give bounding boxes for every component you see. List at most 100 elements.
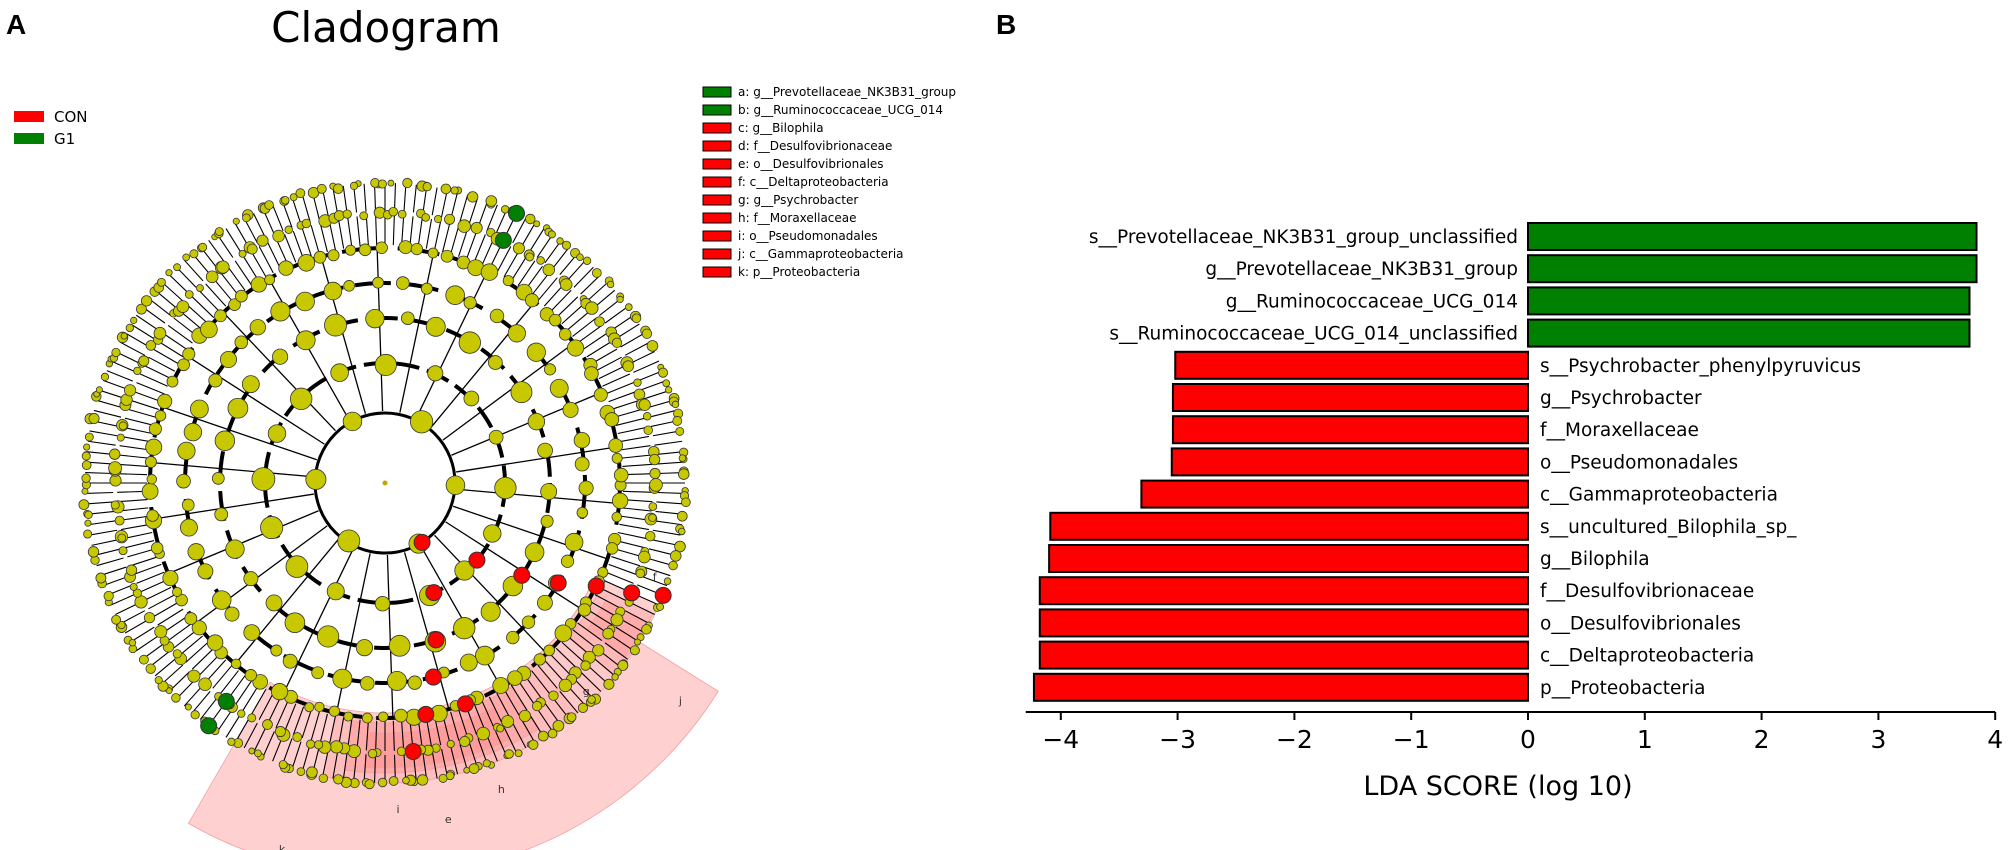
tree-node [272,348,289,365]
tree-node [547,728,558,739]
tree-node [329,740,344,754]
tree-node [631,313,642,324]
legend-label-g1: G1 [54,130,75,148]
tree-branch [373,183,377,212]
tree-node [306,766,318,779]
tree-node [227,397,249,419]
tree-node [342,411,363,432]
tree-node [184,703,192,711]
tree-node [345,244,356,256]
tree-branch [566,310,591,331]
tree-branch [412,184,417,213]
tree-node [401,311,415,325]
tree-branch [365,720,369,751]
tree-node [205,270,219,284]
taxa-legend-swatch-i [702,230,732,242]
con-biomarker-node [623,584,641,602]
tree-branch [594,356,622,372]
tree-branch [132,390,162,403]
tree-branch [301,709,312,739]
tree-branch [577,325,603,344]
tree-branch [129,556,159,567]
tree-node [78,499,90,510]
tree-node [584,366,599,381]
tree-branch [332,187,339,216]
tree-branch [191,296,215,319]
tree-node [316,183,327,194]
tree-node [641,624,652,635]
tree-node [525,252,535,262]
tree-node [658,367,669,378]
tree-node [646,340,659,352]
tree-node [138,355,150,367]
tree-node [349,181,359,190]
tree-node [282,653,298,669]
tree-branch [363,754,367,783]
tree-node [480,601,501,622]
tree-node [211,590,232,610]
tree-node [145,340,157,351]
taxa-legend-entry-k: k: p__Proteobacteria [738,265,860,279]
taxa-legend-entry-d: d: f__Desulfovibrionaceae [738,139,892,153]
tree-node [289,193,298,202]
tree-node [468,763,480,774]
tree-node [576,506,589,519]
tree-branch [577,622,603,641]
tree-branch [135,314,160,332]
tree-branch [624,610,651,625]
tree-node [643,425,653,435]
tree-branch [503,250,520,278]
tree-node [454,560,475,581]
tree-node [450,186,459,195]
tree-branch [611,556,641,567]
tree-node [238,249,247,258]
tree-branch [328,220,337,251]
tree-branch [119,341,146,356]
tree-node [604,412,620,427]
lda-bar-label: p__Proteobacteria [1540,678,1706,699]
tree-node [216,260,230,274]
tree-node [375,241,388,254]
tree-node [549,378,569,398]
tree-node [214,227,224,236]
tree-node [176,300,190,313]
tree-node [527,412,546,431]
tree-branch [135,634,160,652]
lda-bar-label: f__Moraxellaceae [1540,420,1699,441]
tree-node [184,612,198,625]
tree-node [183,422,203,442]
tree-node [396,276,410,290]
tree-node [645,531,656,542]
tree-node [594,316,605,327]
tree-node [402,177,413,189]
tree-node [494,476,517,500]
tree-branch [216,233,234,258]
tree-branch [512,722,527,749]
tree-branch [536,233,554,258]
tree-node [648,502,658,511]
tree-node [501,715,514,728]
legend-label-con: CON [54,108,88,126]
tree-node [182,347,196,361]
tree-branch [640,379,668,391]
tree-node [678,527,686,536]
tree-node [506,630,520,645]
tree-node [453,617,476,640]
tree-branch [536,708,554,733]
tree-node [224,606,240,622]
tree-branch [486,734,498,762]
tree-node [681,497,691,508]
tree-node [633,638,641,646]
taxa-legend-swatch-j [702,248,732,260]
tree-node [251,467,276,492]
tree-branch [431,750,438,779]
tree-branch [139,373,168,387]
taxa-legend-entry-j: j: c__Gammaproteobacteria [737,247,904,261]
tree-node [232,217,240,225]
lda-bar-label: s__uncultured_Bilophila_sp_ [1540,517,1797,538]
tree-node [243,571,259,587]
lda-bar-chart: s__Prevotellaceae_NK3B31_group_unclassif… [1025,222,2003,802]
tree-branch [168,274,190,295]
tree-node [611,492,629,509]
tree-branch [191,647,215,670]
